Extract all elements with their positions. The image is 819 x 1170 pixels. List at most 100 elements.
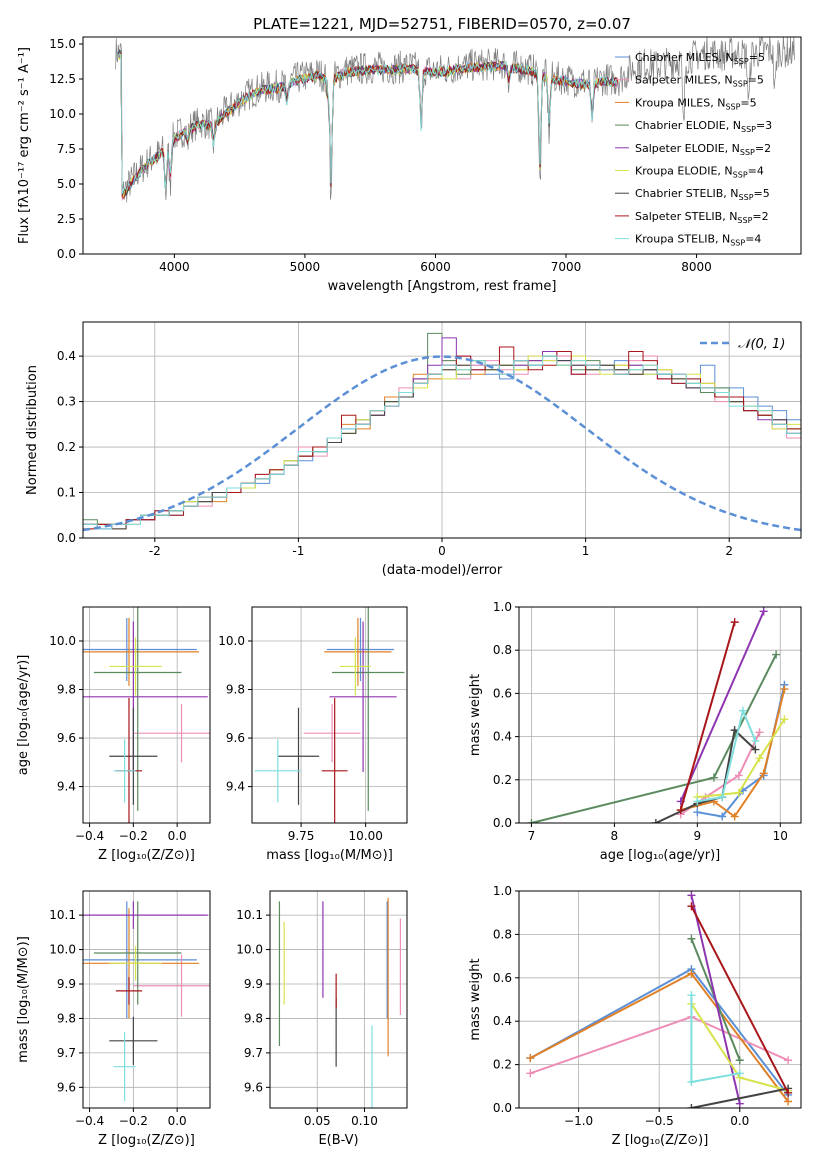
x-axis-label: (data-model)/error	[382, 563, 503, 578]
errorbar-salpeter-stelib	[115, 977, 143, 1005]
errorbar-chabrier-miles	[326, 617, 395, 682]
y-tick-label: 10.0	[49, 943, 76, 957]
y-tick-label: 12.5	[49, 72, 76, 86]
weight-line	[697, 707, 757, 803]
weight-marker	[784, 1056, 793, 1065]
panel-residuals: -2 -1 0 1 2 0.0 0.1 0.2 0.3 0.4 (data-model)/error…	[25, 321, 802, 578]
weight-marker	[735, 1056, 744, 1065]
legend-entry-chabrier-miles: Chabrier MILES, NSSP=5	[635, 51, 765, 66]
x-tick-label: 5000	[290, 260, 321, 274]
x-axis-label: Z [log₁₀(Z/Z⊙)]	[98, 1133, 195, 1148]
y-tick-label: 0.8	[493, 927, 512, 941]
panel-spectrum: 4000 5000 6000 7000 8000 0.0 2.5 5.0 7.5 10.0 12.5…	[17, 36, 802, 294]
legend-entry-subscript: SSP	[730, 239, 745, 248]
weight-marker	[759, 607, 768, 616]
legend-entry-subscript: SSP	[740, 148, 755, 157]
y-tick-label: 1.0	[493, 600, 512, 614]
weight-series-kroupa-stelib	[687, 991, 744, 1086]
weight-marker	[751, 736, 760, 745]
x-tick-label: 10	[773, 829, 788, 843]
legend-entry-normal: 𝒩(0, 1)	[738, 337, 785, 352]
legend-entry-count: =4	[748, 165, 764, 178]
weight-marker	[755, 754, 764, 763]
errorbar-kroupa-elodie	[339, 637, 371, 696]
legend-entry-kroupa-stelib: Kroupa STELIB, NSSP=4	[635, 233, 761, 248]
errorbar-salpeter-miles	[133, 704, 210, 763]
errorbar-chabrier-elodie	[93, 607, 182, 811]
axes-frame	[518, 606, 802, 824]
weight-line	[691, 1087, 789, 1108]
weight-series-salpeter-stelib	[687, 902, 793, 1097]
x-axis-label: wavelength [Angstrom, rest frame]	[328, 279, 557, 294]
y-tick-label: 0.4	[493, 730, 512, 744]
x-tick-label: 9	[694, 829, 702, 843]
errorbar-salpeter-miles	[303, 704, 361, 763]
y-tick-label: 10.1	[49, 908, 76, 922]
weight-marker	[755, 728, 764, 737]
x-tick-label: 7000	[551, 260, 582, 274]
legend-entry-text: Chabrier STELIB, N	[635, 187, 739, 200]
legend-entry-subscript: SSP	[737, 216, 752, 225]
errorbar-kroupa-miles	[324, 617, 392, 686]
y-tick-label: 0.6	[493, 971, 512, 985]
y-tick-label: 10.0	[218, 634, 245, 648]
legend-entry-kroupa-elodie: Kroupa ELODIE, NSSP=4	[635, 165, 764, 180]
x-tick-label: −0.5	[645, 1114, 674, 1128]
legend-entry-text: Salpeter MILES, N	[635, 74, 733, 87]
legend-entry-text: Salpeter STELIB, N	[635, 210, 737, 223]
legend-entry-salpeter-stelib: Salpeter STELIB, NSSP=2	[635, 210, 769, 225]
y-axis-label: mass weight	[468, 674, 483, 756]
legend-entry-count: =5	[749, 51, 765, 64]
legend-entry-chabrier-elodie: Chabrier ELODIE, NSSP=3	[635, 119, 772, 134]
legend: 𝒩(0, 1)	[700, 337, 785, 352]
plot-area	[254, 607, 405, 823]
weight-marker	[527, 819, 536, 823]
axes-frame	[82, 36, 802, 255]
x-tick-label: 8000	[681, 260, 712, 274]
x-axis-label: Z [log₁₀(Z/Z⊙)]	[612, 1133, 709, 1148]
x-tick-label: 0.10	[351, 1114, 378, 1128]
y-tick-label: 0.0	[57, 247, 76, 261]
observed-spectrum-line	[115, 37, 795, 203]
y-tick-label: 0.2	[57, 440, 76, 454]
legend-entry-count: =5	[754, 187, 770, 200]
weight-marker	[780, 685, 789, 694]
weight-marker	[718, 812, 727, 821]
axes-frame	[269, 890, 408, 1109]
y-tick-label: 7.5	[57, 142, 76, 156]
legend-entry-kroupa-miles: Kroupa MILES, NSSP=5	[635, 96, 757, 111]
plot-area	[83, 332, 801, 538]
model-line-chabrier-stelib	[116, 49, 619, 197]
weight-marker	[718, 793, 727, 802]
legend-entry-subscript: SSP	[739, 193, 754, 202]
y-tick-label: 0.4	[493, 1014, 512, 1028]
x-tick-label: -1	[292, 544, 304, 558]
y-tick-label: 9.9	[244, 977, 263, 991]
weight-series-salpeter-elodie	[687, 891, 744, 1108]
y-tick-label: 9.8	[57, 1011, 76, 1025]
weight-line	[697, 718, 786, 799]
x-tick-label: 9.75	[288, 829, 315, 843]
axes-frame	[251, 606, 408, 824]
x-axis-label: E(B-V)	[318, 1133, 358, 1148]
x-tick-label: 6000	[420, 260, 451, 274]
y-tick-label: 9.8	[244, 1011, 263, 1025]
x-tick-label: 7	[528, 829, 536, 843]
weight-marker	[734, 771, 743, 780]
x-tick-label: 0.0	[168, 829, 187, 843]
legend-entry-salpeter-miles: Salpeter MILES, NSSP=5	[635, 74, 764, 89]
x-axis-label: Z [log₁₀(Z/Z⊙)]	[98, 848, 195, 863]
plot-area	[83, 901, 210, 1102]
y-tick-label: 5.0	[57, 177, 76, 191]
legend-entry-subscript: SSP	[733, 171, 748, 180]
legend-entry-count: =5	[748, 74, 764, 87]
spectrum-title: PLATE=1221, MJD=52751, FIBERID=0570, z=0…	[253, 15, 631, 33]
x-tick-label: -2	[149, 544, 161, 558]
x-tick-label: −1.0	[564, 1114, 593, 1128]
weight-line	[531, 654, 777, 823]
weight-marker	[751, 745, 760, 754]
y-tick-label: 15.0	[49, 37, 76, 51]
weight-marker	[676, 806, 685, 815]
